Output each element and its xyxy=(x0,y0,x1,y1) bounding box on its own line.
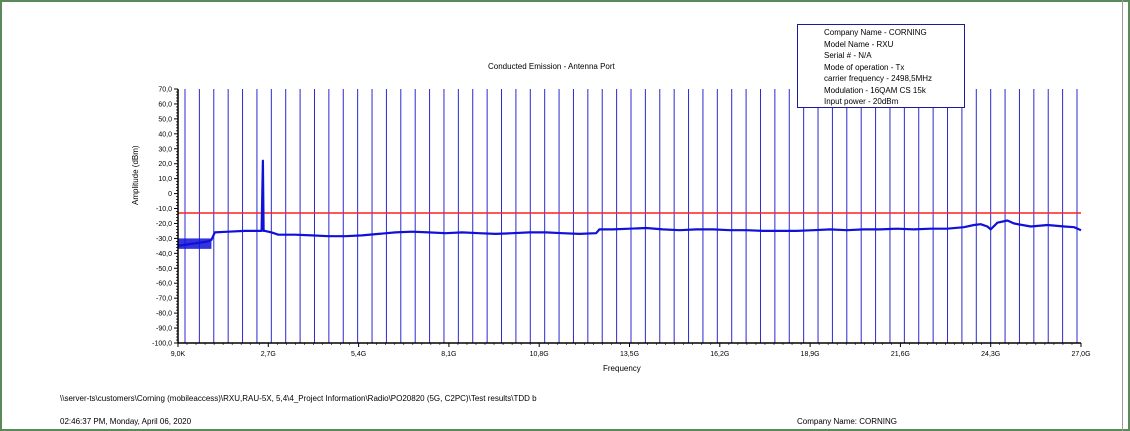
y-tick-label: -40,0 xyxy=(156,251,172,258)
x-tick-label: 10,8G xyxy=(530,351,549,358)
x-tick-label: 16,2G xyxy=(710,351,729,358)
noise-band xyxy=(178,238,212,249)
info-input-power: Input power - 20dBm xyxy=(824,97,899,106)
y-tick-label: -70,0 xyxy=(156,296,172,303)
y-tick-label: -60,0 xyxy=(156,281,172,288)
y-tick-label: -90,0 xyxy=(156,326,172,333)
info-company: Company Name - CORNING xyxy=(824,28,927,37)
y-tick-label: 50,0 xyxy=(158,116,172,123)
trace-series xyxy=(177,159,1082,247)
info-serial: Serial # - N/A xyxy=(824,51,872,60)
y-tick-label: -30,0 xyxy=(156,236,172,243)
y-tick-label: 70,0 xyxy=(158,87,172,94)
footer-company: Company Name: CORNING xyxy=(797,417,898,426)
x-tick-label: 18,9G xyxy=(801,351,820,358)
x-tick-label: 8,1G xyxy=(441,351,456,358)
y-tick-label: 30,0 xyxy=(158,146,172,153)
file-path: \\server-ts\customers\Corning (mobileacc… xyxy=(60,394,537,403)
y-tick-label: -100,0 xyxy=(152,341,172,348)
timestamp: 02:46:37 PM, Monday, April 06, 2020 xyxy=(60,417,192,426)
x-axis-title: Frequency xyxy=(603,364,641,373)
y-tick-label: 40,0 xyxy=(158,131,172,138)
y-tick-label: 0 xyxy=(168,191,172,198)
x-tick-label: 24,3G xyxy=(981,351,1000,358)
y-tick-label: 20,0 xyxy=(158,161,172,168)
x-tick-label: 9,0K xyxy=(171,351,186,358)
y-axis-title: Amplitude (dBm) xyxy=(131,145,140,205)
info-carrier: carrier frequency - 2498,5MHz xyxy=(824,74,933,83)
chart-title: Conducted Emission - Antenna Port xyxy=(488,62,615,71)
y-tick-label: -10,0 xyxy=(156,206,172,213)
info-model: Model Name - RXU xyxy=(824,39,894,49)
y-tick-label: -80,0 xyxy=(156,311,172,318)
x-tick-label: 27,0G xyxy=(1071,351,1090,358)
y-tick-label: -50,0 xyxy=(156,266,172,273)
info-mode: Mode of operation - Tx xyxy=(824,62,905,72)
x-tick-label: 21,6G xyxy=(891,351,910,358)
device-info-box: Company Name - CORNING Model Name - RXU … xyxy=(797,24,965,108)
x-tick-label: 13,5G xyxy=(620,351,639,358)
x-tick-label: 2,7G xyxy=(261,351,276,358)
frame-divider xyxy=(1122,0,1123,431)
x-tick-label: 5,4G xyxy=(351,351,366,358)
y-tick-label: -20,0 xyxy=(156,221,172,228)
y-tick-label: 10,0 xyxy=(158,176,172,183)
y-tick-label: 60,0 xyxy=(158,101,172,108)
info-modulation: Modulation - 16QAM CS 15k xyxy=(824,85,926,95)
